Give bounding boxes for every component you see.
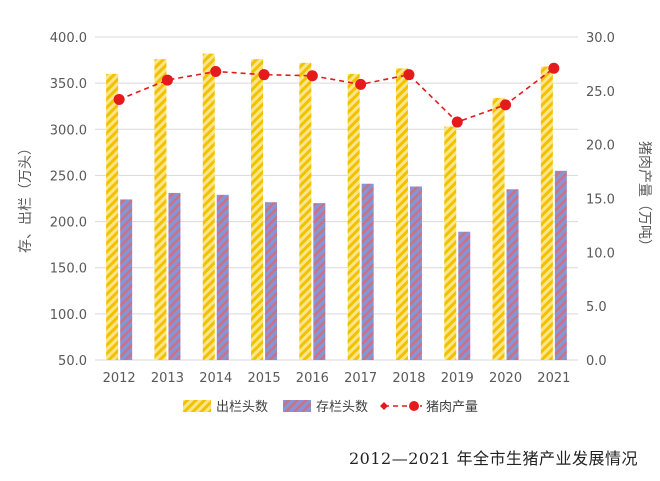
- x-tick-label: 2016: [296, 371, 329, 386]
- bar-out-2018: [395, 68, 408, 361]
- y-tick-label: 200.0: [50, 216, 87, 231]
- y2-tick-label: 5.0: [586, 300, 607, 315]
- bar-stock-2019: [458, 231, 471, 360]
- bar-stock-2018: [409, 186, 422, 360]
- x-tick-label: 2012: [103, 371, 136, 386]
- legend: 出栏头数 存栏头数 猪肉产量: [183, 400, 478, 415]
- x-tick-label: 2013: [151, 371, 184, 386]
- x-tick-label: 2020: [489, 371, 522, 386]
- bars-layer: [106, 53, 567, 361]
- bar-stock-2020: [506, 189, 519, 360]
- bar-out-2014: [202, 53, 215, 361]
- y-tick-label: 350.0: [50, 77, 87, 92]
- legend-swatch-stock: [283, 400, 311, 412]
- meat-point-2019: [451, 116, 463, 128]
- y-tick-label: 400.0: [50, 31, 87, 46]
- y2-tick-label: 25.0: [586, 85, 615, 100]
- bar-out-2019: [444, 126, 457, 360]
- y2-axis-title: 猪肉产量（万吨）: [636, 141, 652, 253]
- bar-out-2013: [154, 59, 167, 361]
- bar-out-2015: [251, 59, 264, 361]
- bar-stock-2015: [265, 202, 278, 360]
- meat-point-2021: [548, 62, 560, 74]
- meat-point-2013: [161, 74, 173, 86]
- x-tick-label: 2021: [537, 371, 570, 386]
- meat-point-2017: [355, 78, 367, 90]
- line-layer: [113, 62, 560, 128]
- bar-out-2012: [106, 73, 119, 361]
- x-tick-label: 2017: [344, 371, 377, 386]
- legend-swatch-out: [183, 400, 211, 412]
- x-tick-label: 2015: [248, 371, 281, 386]
- y-axis-title: 存、出栏（万头）: [18, 141, 34, 253]
- bar-stock-2014: [216, 194, 229, 360]
- y-tick-label: 150.0: [50, 262, 87, 277]
- legend-label-meat: 猪肉产量: [426, 400, 478, 415]
- bar-stock-2017: [361, 183, 374, 360]
- y2-tick-label: 20.0: [586, 139, 615, 154]
- x-tick-label: 2018: [392, 371, 425, 386]
- legend-label-out: 出栏头数: [216, 400, 268, 415]
- legend-marker-meat: [409, 401, 419, 411]
- legend-diamond-icon: [380, 402, 388, 410]
- bar-stock-2012: [120, 199, 133, 360]
- y2-tick-label: 30.0: [586, 31, 615, 46]
- meat-point-2015: [258, 69, 270, 81]
- bar-out-2016: [299, 62, 312, 361]
- tick-labels: 50.0 100.0 150.0 200.0 250.0 300.0 350.0 400.0 0…: [50, 31, 615, 386]
- y-tick-label: 50.0: [58, 354, 87, 369]
- meat-point-2018: [403, 69, 415, 81]
- y2-tick-label: 10.0: [586, 246, 615, 261]
- bar-stock-2013: [168, 192, 181, 360]
- bar-stock-2021: [554, 170, 567, 360]
- meat-point-2016: [306, 70, 318, 82]
- y-tick-label: 250.0: [50, 169, 87, 184]
- meat-series-line: [118, 67, 555, 123]
- bar-out-2021: [540, 66, 553, 360]
- meat-point-2012: [113, 93, 125, 105]
- legend-label-stock: 存栏头数: [316, 400, 368, 415]
- y-tick-label: 300.0: [50, 123, 87, 138]
- y2-tick-label: 0.0: [586, 354, 607, 369]
- bar-out-2017: [347, 73, 360, 361]
- meat-point-2020: [500, 99, 512, 111]
- bar-stock-2016: [313, 203, 326, 360]
- x-tick-label: 2014: [199, 371, 232, 386]
- x-tick-label: 2019: [441, 371, 474, 386]
- meat-point-2014: [210, 65, 222, 77]
- bar-out-2020: [492, 97, 505, 360]
- y2-tick-label: 15.0: [586, 193, 615, 208]
- y-tick-label: 100.0: [50, 308, 87, 323]
- figure-caption: 2012—2021 年全市生猪产业发展情况: [348, 449, 638, 468]
